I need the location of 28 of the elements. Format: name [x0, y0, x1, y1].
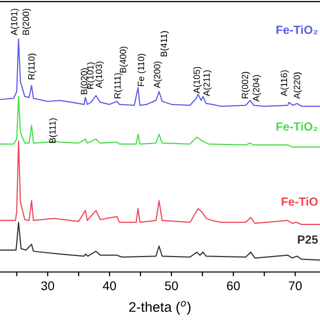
annotation: R(111) — [114, 73, 122, 98]
annotation: A(204) — [252, 75, 262, 102]
annotation: A(200) — [154, 62, 162, 88]
annotation: Fe (110) — [138, 54, 146, 86]
annotation: A(103) — [95, 62, 104, 88]
x-tick-label: 70 — [288, 281, 302, 290]
series-label: Fe-TiO₂ — [276, 122, 318, 131]
annotation: R(110) — [28, 54, 36, 80]
x-axis-title: 2-theta ($^{o}$) — [129, 301, 190, 315]
annotation: A(211) — [203, 70, 212, 96]
series-label: P25 — [298, 235, 318, 244]
text: A(101) — [10, 8, 20, 36]
x-tick-label: 50 — [165, 281, 178, 290]
annotation: R(101) — [86, 62, 96, 89]
annotation: A(116) — [280, 70, 289, 96]
text: B(200) — [22, 8, 31, 35]
annotation: B(111) — [49, 118, 58, 143]
annotation: A(220) — [294, 72, 302, 99]
x-tick-label: 30 — [41, 281, 54, 290]
x-tick-label: 60 — [227, 281, 240, 290]
x-tick-label: 40 — [102, 281, 116, 290]
annotation: B(400) — [120, 46, 128, 73]
annotation: B(411) — [160, 31, 169, 56]
text: Fe-TiO₂ — [276, 25, 318, 34]
series-label: Fe-TiO — [282, 197, 318, 206]
annotation: A(105) — [193, 67, 202, 94]
annotation: B(020) — [80, 68, 89, 94]
annotation: R(002) — [242, 72, 250, 98]
